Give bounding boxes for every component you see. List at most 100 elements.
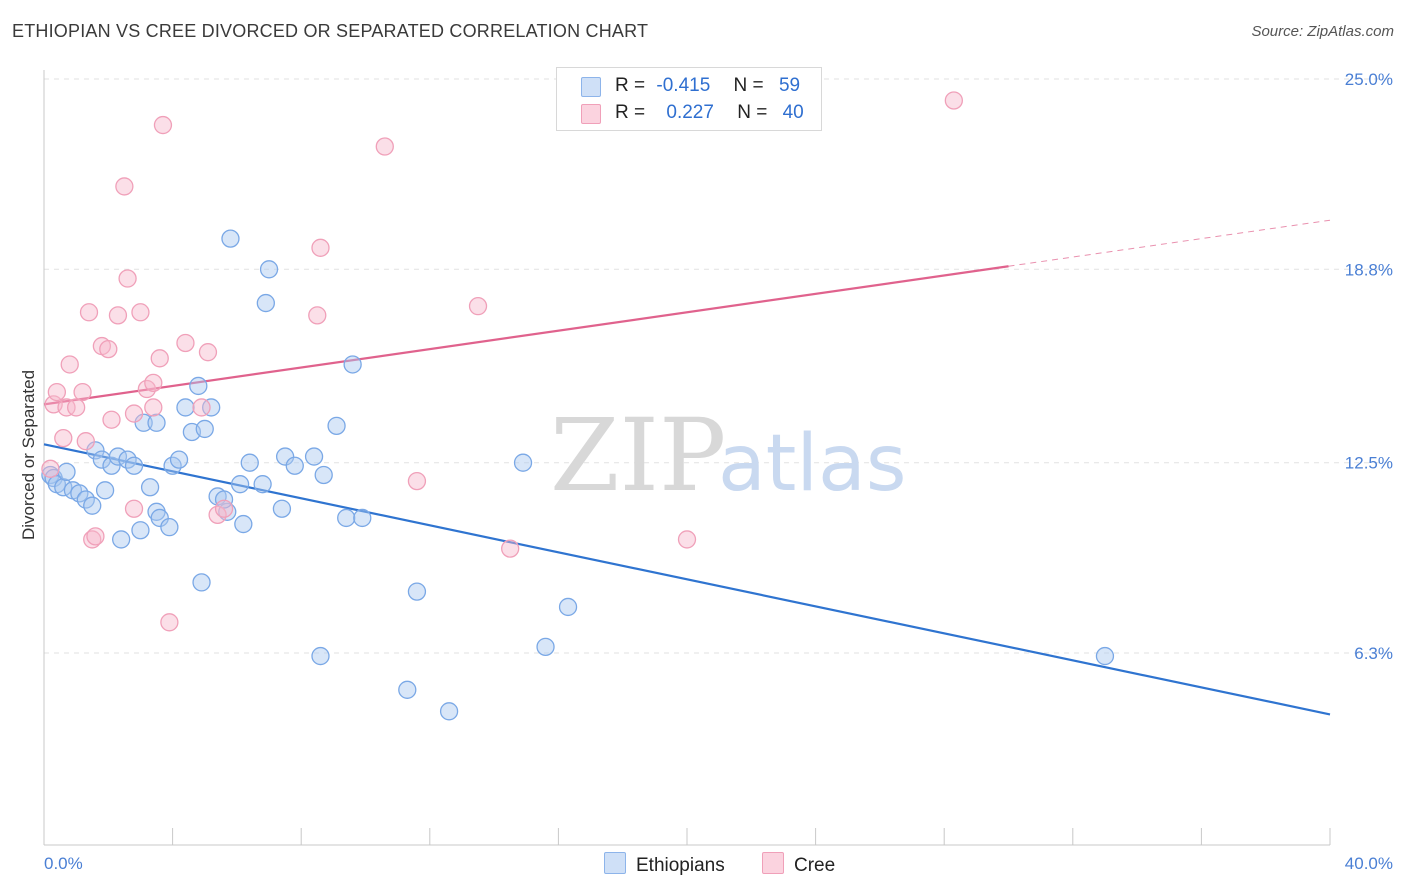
cree-point xyxy=(86,527,105,546)
legend-n-value: 40 xyxy=(782,102,804,123)
ethiopian-point xyxy=(189,376,208,396)
cree-point xyxy=(214,499,234,518)
x-tick-labels: 0.0% 40.0% xyxy=(44,854,1393,873)
ethiopian-point xyxy=(398,680,417,699)
bottom-legend-label-ethiopians: Ethiopians xyxy=(636,855,725,876)
ethiopian-point xyxy=(214,490,234,509)
y-axis-title: Divorced or Separated xyxy=(19,370,38,540)
watermark: ZIP atlas xyxy=(550,397,907,514)
legend-r-label: R = xyxy=(615,75,646,96)
ethiopian-point xyxy=(327,416,346,436)
ethiopian-point xyxy=(57,462,76,482)
cree-point xyxy=(41,459,60,478)
ethiopian-point xyxy=(311,646,330,666)
ethiopian-point xyxy=(86,441,105,460)
ethiopian-point xyxy=(353,508,372,528)
y-tick-label: 12.5% xyxy=(1345,454,1393,473)
legend-r-value: -0.415 xyxy=(656,75,711,96)
cree-point xyxy=(118,269,137,288)
ethiopian-point xyxy=(343,355,362,374)
cree-point xyxy=(308,306,327,325)
x-tick-label: 40.0% xyxy=(1345,854,1393,873)
y-tick-label: 25.0% xyxy=(1345,70,1393,89)
cree-point xyxy=(124,404,144,423)
gridlines xyxy=(44,78,1392,654)
x-tick-label: 0.0% xyxy=(44,854,83,873)
legend-n-label: N = xyxy=(737,102,768,123)
chart-title: ETHIOPIAN VS CREE DIVORCED OR SEPARATED … xyxy=(12,21,649,41)
cree-point xyxy=(176,333,195,353)
cree-point xyxy=(124,499,144,518)
cree-point xyxy=(677,530,697,549)
ethiopian-point xyxy=(253,475,272,494)
y-tick-label: 18.8% xyxy=(1345,260,1393,279)
ethiopian-point xyxy=(140,478,160,497)
cree-point xyxy=(99,339,118,359)
ethiopian-point xyxy=(221,229,240,248)
ethiopian-point xyxy=(169,450,189,469)
cree-point xyxy=(198,343,218,362)
cree-point xyxy=(108,306,128,325)
legend-swatch-cree xyxy=(581,104,601,124)
cree-point xyxy=(67,398,86,417)
ethiopian-point xyxy=(259,260,279,279)
cree-point xyxy=(73,382,92,402)
ethiopian-point xyxy=(234,514,253,534)
ethiopian-point xyxy=(202,398,221,417)
ethiopian-point xyxy=(439,702,459,721)
ethiopian-point xyxy=(83,496,102,515)
cree-point xyxy=(144,373,163,393)
cree-point xyxy=(115,177,134,196)
ethiopian-trendline xyxy=(43,443,1331,716)
ethiopian-point xyxy=(160,517,179,537)
ethiopian-point xyxy=(275,447,295,466)
ethiopian-point xyxy=(1095,646,1115,666)
y-tick-labels: 25.0% 18.8% 12.5% 6.3% xyxy=(1345,70,1393,663)
ethiopian-point xyxy=(314,465,333,485)
data-points xyxy=(41,91,1115,721)
legend-swatch-ethiopians xyxy=(581,77,601,97)
ethiopian-point xyxy=(304,447,324,466)
cree-point xyxy=(468,296,488,316)
bottom-legend-ethiopians: Ethiopians xyxy=(604,852,725,877)
cree-point xyxy=(144,398,163,417)
cree-point xyxy=(60,355,79,374)
source-label: Source: ZipAtlas.com xyxy=(1251,23,1394,40)
ethiopian-point xyxy=(536,637,555,657)
legend-r-label: R = xyxy=(615,102,646,123)
ethiopian-point xyxy=(513,453,533,472)
y-tick-label: 6.3% xyxy=(1354,644,1393,663)
ethiopian-point xyxy=(102,456,121,475)
cree-point xyxy=(79,303,99,322)
cree-point xyxy=(944,91,963,110)
cree-point xyxy=(47,382,67,402)
cree-point xyxy=(160,613,179,632)
ethiopian-point xyxy=(407,582,427,601)
bottom-legend-label-cree: Cree xyxy=(794,855,836,876)
bottom-legend-cree: Cree xyxy=(762,852,835,877)
ethiopian-point xyxy=(134,413,153,432)
ethiopian-point xyxy=(256,293,275,313)
axes xyxy=(43,70,1331,846)
cree-point xyxy=(57,398,76,417)
legend-n-label: N = xyxy=(733,75,764,96)
ethiopian-point xyxy=(95,481,115,500)
ethiopian-point xyxy=(195,419,214,439)
ethiopian-point xyxy=(112,530,131,549)
ethiopian-point xyxy=(230,475,250,494)
cree-point xyxy=(153,115,173,135)
cree-point xyxy=(76,432,95,451)
cree-point xyxy=(375,137,394,156)
legend: R = -0.415 N = 59 R = 0.227 N = 40 xyxy=(556,67,822,131)
cree-point xyxy=(192,398,211,417)
cree-point xyxy=(150,349,169,368)
bottom-legend-swatch-ethiopians xyxy=(604,852,626,874)
ethiopian-point xyxy=(176,398,195,417)
ethiopian-point xyxy=(558,597,578,617)
ethiopian-point xyxy=(124,456,144,475)
watermark-atlas: atlas xyxy=(718,419,907,509)
cree-point xyxy=(311,238,330,257)
ethiopian-point xyxy=(337,508,356,528)
cree-point xyxy=(407,471,427,491)
